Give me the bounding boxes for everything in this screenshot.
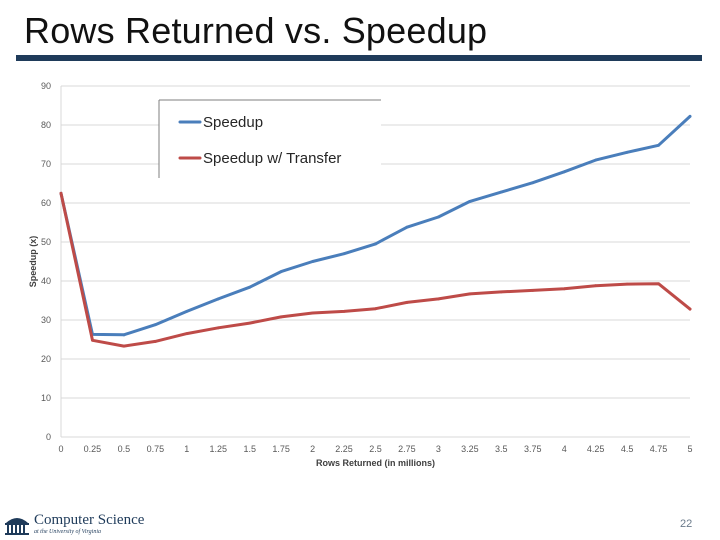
legend-label: Speedup w/ Transfer (203, 150, 341, 167)
logo-text: Computer Science (34, 511, 145, 528)
y-tick-label: 30 (41, 315, 51, 325)
data-point (499, 290, 503, 294)
chart-svg: 0 10 20 30 40 50 60 70 80 90 0 0.25 0.5 0.75 1 1.25 1.5… (28, 81, 693, 468)
x-tick-label: 4.5 (621, 444, 634, 454)
data-point (122, 333, 126, 337)
legend-label: Speedup (203, 114, 263, 131)
x-tick-label: 1.25 (209, 444, 227, 454)
x-tick-label: 1.75 (272, 444, 290, 454)
data-point (594, 284, 598, 288)
data-point (562, 170, 566, 174)
x-axis-ticks: 0 0.25 0.5 0.75 1 1.25 1.5 1.75 2 2.25 2.5 2.75 3 3.2… (58, 444, 692, 454)
data-point (657, 282, 660, 286)
x-tick-label: 5 (687, 444, 692, 454)
data-point (531, 181, 535, 185)
x-tick-label: 2 (310, 444, 315, 454)
x-tick-label: 0.25 (84, 444, 102, 454)
x-tick-label: 1 (184, 444, 189, 454)
y-tick-label: 80 (41, 120, 51, 130)
y-tick-label: 70 (41, 159, 51, 169)
data-point (248, 285, 252, 289)
x-tick-label: 2.5 (369, 444, 382, 454)
data-point (562, 287, 566, 291)
x-tick-label: 3 (436, 444, 441, 454)
data-point (279, 270, 283, 274)
y-axis-label: Speedup (x) (28, 236, 38, 288)
x-tick-label: 4.25 (587, 444, 605, 454)
data-point (185, 332, 189, 336)
x-tick-label: 3.75 (524, 444, 542, 454)
x-tick-label: 4.75 (650, 444, 668, 454)
data-point (499, 190, 503, 194)
legend: Speedup Speedup w/ Transfer (158, 99, 381, 178)
data-point (405, 301, 409, 304)
data-point (153, 323, 157, 327)
data-point (279, 315, 283, 319)
data-point (248, 321, 252, 325)
data-point (531, 288, 535, 292)
y-tick-label: 10 (41, 393, 51, 403)
data-point (374, 307, 377, 311)
data-point (594, 158, 598, 162)
line-chart: 0 10 20 30 40 50 60 70 80 90 0 0.25 0.5 0.75 1 1.25 1.5… (18, 62, 698, 472)
rotunda-icon (5, 518, 29, 535)
data-point (216, 297, 220, 301)
title-underline (16, 55, 702, 61)
y-tick-label: 60 (41, 198, 51, 208)
x-tick-label: 0.5 (118, 444, 131, 454)
data-point (153, 340, 157, 343)
data-point (405, 225, 409, 229)
university-logo: Computer Science at the University of Vi… (4, 512, 144, 536)
data-point (468, 292, 472, 296)
page-number: 22 (680, 518, 693, 530)
x-tick-label: 0 (58, 444, 63, 454)
x-tick-label: 0.75 (147, 444, 165, 454)
y-tick-label: 20 (41, 354, 51, 364)
data-point (311, 311, 314, 315)
data-point (657, 143, 660, 147)
data-point (625, 150, 629, 154)
data-point (342, 310, 346, 313)
x-tick-label: 1.5 (243, 444, 256, 454)
y-tick-label: 50 (41, 237, 51, 247)
y-tick-label: 40 (41, 276, 51, 286)
data-point (122, 344, 126, 348)
x-tick-label: 3.5 (495, 444, 508, 454)
data-point (59, 191, 63, 195)
data-point (625, 282, 629, 286)
x-tick-label: 2.75 (398, 444, 416, 454)
data-point (342, 252, 346, 256)
y-tick-label: 90 (41, 81, 51, 91)
data-point (437, 297, 440, 301)
y-tick-label: 0 (46, 432, 51, 442)
y-axis-ticks: 0 10 20 30 40 50 60 70 80 90 (41, 81, 51, 442)
data-point (374, 242, 377, 246)
data-point (688, 307, 692, 311)
data-point (311, 260, 314, 263)
legend-box (159, 100, 381, 178)
x-tick-label: 3.25 (461, 444, 479, 454)
data-point (468, 200, 472, 203)
x-axis-label: Rows Returned (in millions) (316, 458, 435, 468)
data-point (688, 115, 692, 118)
data-point (437, 215, 440, 219)
x-tick-label: 2.25 (335, 444, 353, 454)
data-point (185, 310, 189, 313)
data-point (216, 326, 220, 330)
slide-title: Rows Returned vs. Speedup (24, 10, 488, 51)
x-tick-label: 4 (562, 444, 567, 454)
logo-subtext: at the University of Virginia (34, 528, 101, 535)
data-point (91, 338, 94, 342)
series-lines (59, 114, 692, 348)
